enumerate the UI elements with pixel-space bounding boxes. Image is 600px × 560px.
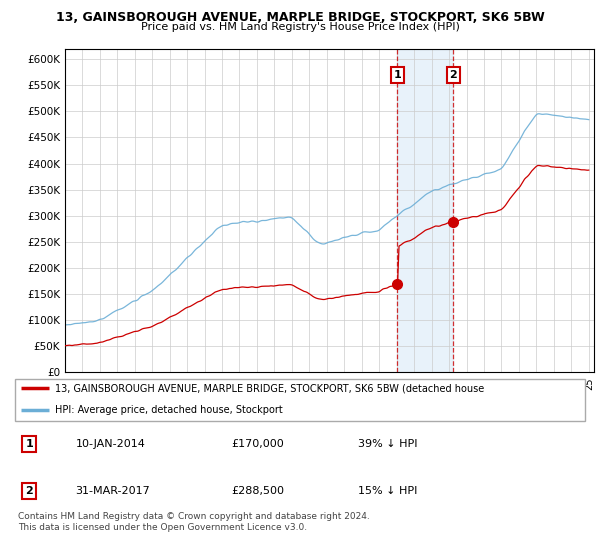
Text: 1: 1 — [394, 70, 401, 80]
Text: 15% ↓ HPI: 15% ↓ HPI — [358, 486, 417, 496]
Text: 13, GAINSBOROUGH AVENUE, MARPLE BRIDGE, STOCKPORT, SK6 5BW (detached house: 13, GAINSBOROUGH AVENUE, MARPLE BRIDGE, … — [55, 384, 484, 393]
Text: HPI: Average price, detached house, Stockport: HPI: Average price, detached house, Stoc… — [55, 405, 283, 415]
Text: 10-JAN-2014: 10-JAN-2014 — [76, 439, 145, 449]
Text: Price paid vs. HM Land Registry's House Price Index (HPI): Price paid vs. HM Land Registry's House … — [140, 22, 460, 32]
Text: 1: 1 — [25, 439, 33, 449]
Text: 2: 2 — [25, 486, 33, 496]
Text: 31-MAR-2017: 31-MAR-2017 — [76, 486, 150, 496]
Text: 2: 2 — [449, 70, 457, 80]
Text: 13, GAINSBOROUGH AVENUE, MARPLE BRIDGE, STOCKPORT, SK6 5BW: 13, GAINSBOROUGH AVENUE, MARPLE BRIDGE, … — [56, 11, 544, 24]
Text: £288,500: £288,500 — [231, 486, 284, 496]
Text: 39% ↓ HPI: 39% ↓ HPI — [358, 439, 417, 449]
Bar — [397, 49, 454, 372]
Text: Contains HM Land Registry data © Crown copyright and database right 2024.
This d: Contains HM Land Registry data © Crown c… — [18, 512, 370, 532]
Text: £170,000: £170,000 — [231, 439, 284, 449]
FancyBboxPatch shape — [15, 379, 585, 421]
